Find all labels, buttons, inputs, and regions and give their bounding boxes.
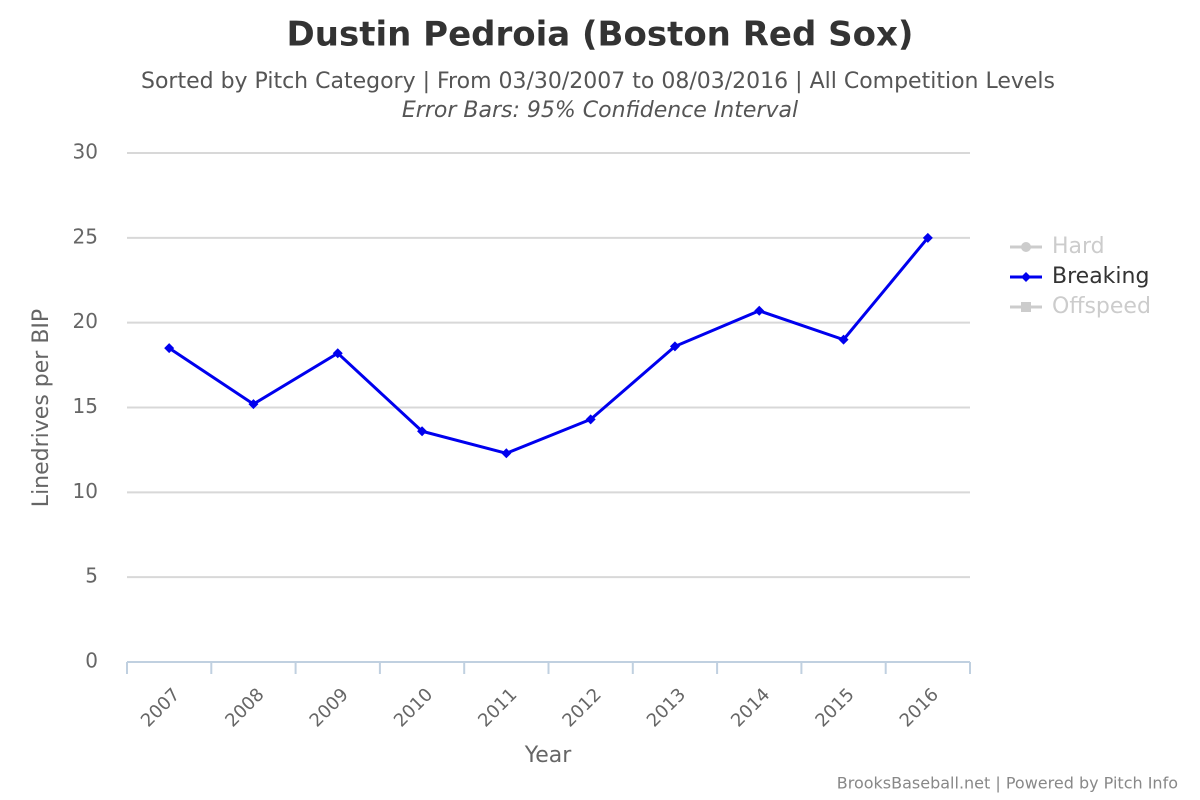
x-tick-label: 2015 <box>811 684 858 731</box>
x-tick-label: 2010 <box>390 684 437 731</box>
x-axis-label: Year <box>524 743 573 768</box>
chart-subtitle: Sorted by Pitch Category | From 03/30/20… <box>141 69 1055 94</box>
point-marker <box>164 343 175 354</box>
chart-title: Dustin Pedroia (Boston Red Sox) <box>287 15 914 55</box>
y-tick-label: 15 <box>73 394 98 418</box>
x-tick-label: 2013 <box>643 684 690 731</box>
point-marker <box>585 414 596 425</box>
y-axis-label: Linedrives per BIP <box>29 309 54 507</box>
legend-marker <box>1021 272 1031 282</box>
point-marker <box>922 232 933 243</box>
y-tick-label: 5 <box>85 564 98 588</box>
y-tick-label: 20 <box>73 309 98 333</box>
legend-label: Offspeed <box>1052 294 1151 319</box>
x-tick-label: 2007 <box>137 684 184 731</box>
x-tick-label: 2016 <box>896 684 943 731</box>
chart-note: Error Bars: 95% Confidence Interval <box>402 98 798 123</box>
x-tick-label: 2009 <box>306 684 353 731</box>
point-marker <box>417 426 428 437</box>
y-tick-label: 0 <box>85 649 98 673</box>
legend-label: Breaking <box>1052 264 1149 289</box>
point-marker <box>332 348 343 359</box>
point-marker <box>248 399 259 410</box>
legend-marker <box>1021 242 1031 252</box>
y-tick-label: 30 <box>73 140 98 164</box>
x-tick-label: 2011 <box>474 684 521 731</box>
legend-label: Hard <box>1052 234 1105 259</box>
point-marker <box>838 334 849 345</box>
credits: BrooksBaseball.net | Powered by Pitch In… <box>837 774 1178 793</box>
y-tick-label: 25 <box>73 224 98 248</box>
point-marker <box>754 305 765 316</box>
legend-marker <box>1021 302 1031 312</box>
y-tick-label: 10 <box>73 479 98 503</box>
point-marker <box>669 341 680 352</box>
x-tick-label: 2014 <box>727 684 774 731</box>
point-marker <box>501 448 512 459</box>
series-line <box>168 236 930 455</box>
x-tick-label: 2012 <box>558 684 605 731</box>
x-tick-label: 2008 <box>221 684 268 731</box>
